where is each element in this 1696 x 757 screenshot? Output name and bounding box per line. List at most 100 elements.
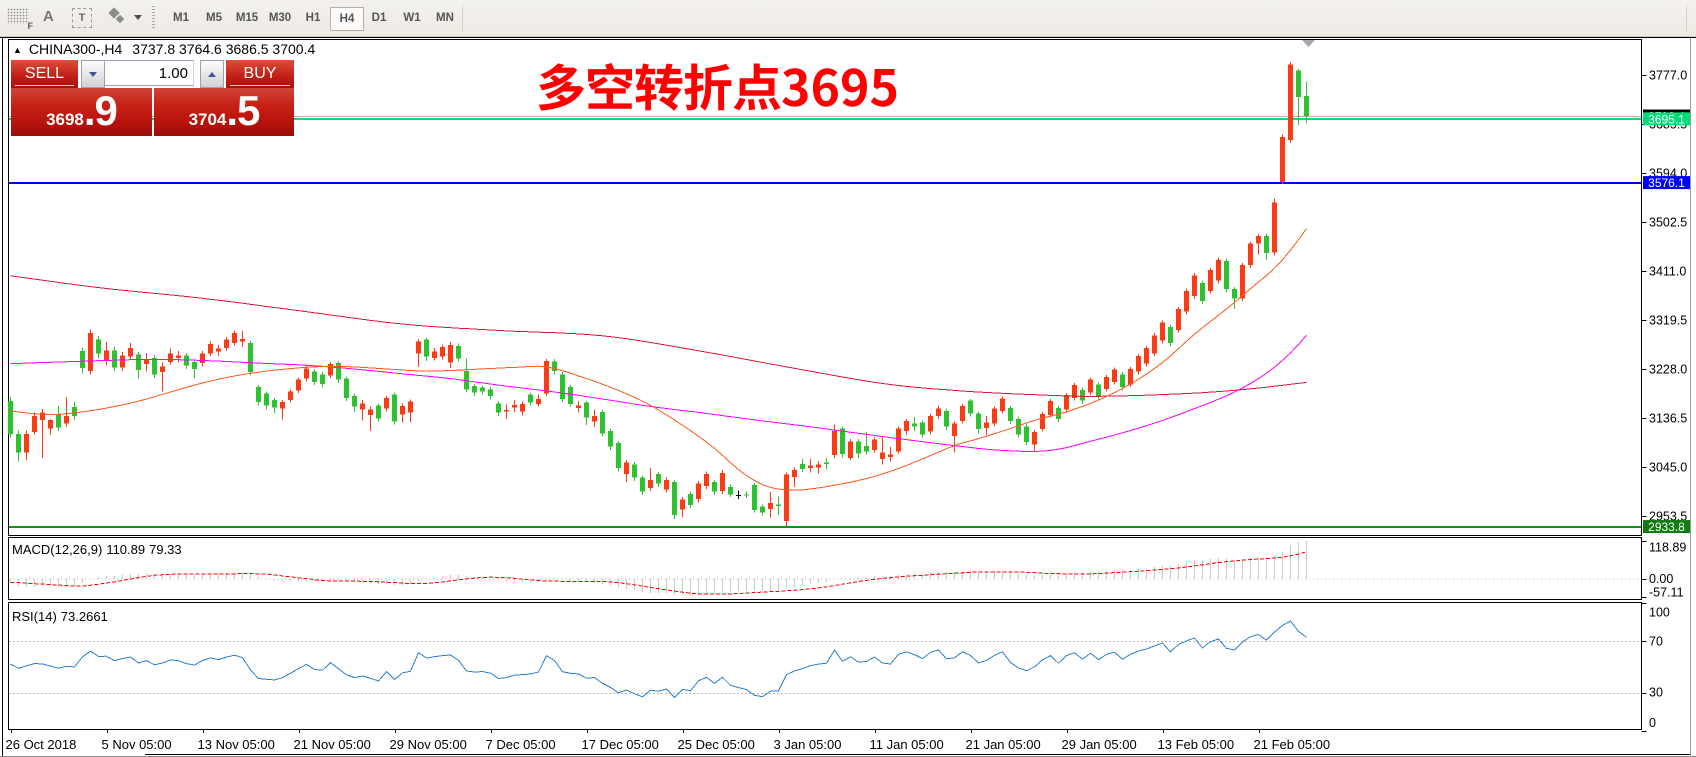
arrow-down-icon: [89, 71, 97, 77]
candle: [280, 402, 285, 409]
text-tool-icon[interactable]: A: [43, 8, 54, 25]
candle: [688, 493, 693, 506]
candle: [224, 339, 229, 349]
candle: [312, 371, 317, 382]
candle: [696, 483, 701, 500]
candle: [624, 462, 629, 474]
candle: [1128, 369, 1133, 385]
one-click-trading-panel: SELL 1.00 BUY 3698.9 3704.5: [11, 60, 294, 137]
rsi-panel: 100 70 30 0: [9, 603, 1670, 732]
volume-decrease-button[interactable]: [81, 60, 105, 88]
candle: [1208, 269, 1213, 291]
chart-title: ▲ CHINA300-,H4 3737.8 3764.6 3686.5 3700.4: [13, 41, 315, 57]
candle: [264, 393, 269, 406]
candle: [1120, 374, 1125, 388]
title-ohlc-values: 3737.8 3764.6 3686.5 3700.4: [132, 41, 316, 57]
candle: [544, 360, 549, 394]
buy-button[interactable]: BUY: [226, 60, 294, 88]
candle: [80, 350, 85, 368]
toolbar-grip[interactable]: [152, 6, 155, 30]
sell-price-display[interactable]: 3698.9: [11, 88, 152, 136]
candle: [1232, 289, 1237, 299]
candle: [608, 431, 613, 447]
candle: [904, 420, 909, 432]
candle: [856, 441, 861, 454]
candle: [936, 408, 941, 417]
candle: [104, 350, 109, 361]
volume-increase-button[interactable]: [200, 60, 224, 88]
macd-signal-line: [10, 551, 1307, 595]
svg-text:13 Feb 05:00: 13 Feb 05:00: [1158, 737, 1235, 752]
chart-shift-marker[interactable]: [1302, 40, 1315, 47]
svg-text:3228.0: 3228.0: [1649, 363, 1687, 377]
candle: [1056, 408, 1061, 419]
timeframe-button-d1[interactable]: D1: [371, 12, 387, 24]
candle: [1280, 137, 1285, 183]
collapse-panel-icon[interactable]: ▲: [13, 45, 22, 55]
symbol-period: CHINA300-,H4: [28, 41, 123, 57]
macd-main-value: 110.89: [106, 542, 146, 557]
svg-text:2933.8: 2933.8: [1648, 520, 1685, 534]
timeframe-button-m30[interactable]: M30: [268, 12, 292, 24]
candle: [1224, 260, 1229, 290]
candle: [912, 423, 917, 427]
timeframe-button-h1[interactable]: H1: [305, 12, 321, 24]
candle: [288, 391, 293, 401]
timeframe-button-mn[interactable]: MN: [436, 12, 454, 24]
candle: [832, 431, 837, 456]
candle: [256, 387, 261, 403]
candle: [984, 422, 989, 428]
timeframe-button-w1[interactable]: W1: [403, 12, 421, 24]
text-label-tool-icon[interactable]: T: [72, 8, 92, 28]
shapes-dropdown-caret[interactable]: [134, 15, 142, 20]
candle: [800, 463, 805, 470]
candle: [40, 412, 45, 420]
candle: [632, 464, 637, 478]
candle: [400, 405, 405, 415]
candle: [472, 386, 477, 393]
candle: [448, 344, 453, 363]
sell-button[interactable]: SELL: [11, 60, 78, 88]
candle: [760, 506, 765, 513]
candle: [776, 504, 781, 507]
volume-input[interactable]: 1.00: [105, 60, 194, 86]
candle: [72, 407, 77, 417]
timeframe-button-m1[interactable]: M1: [173, 12, 189, 24]
candle: [1192, 275, 1197, 297]
candle: [88, 333, 93, 372]
svg-text:2953.5: 2953.5: [1649, 510, 1687, 524]
candle: [520, 403, 525, 412]
candle: [208, 343, 213, 354]
candle: [704, 473, 709, 486]
candle: [304, 368, 309, 379]
candle: [1144, 348, 1149, 364]
candle: [1048, 401, 1053, 416]
candle: [896, 428, 901, 452]
timeframe-button-m5[interactable]: M5: [206, 12, 222, 24]
svg-text:26 Oct 2018: 26 Oct 2018: [6, 737, 77, 752]
svg-text:11 Jan 05:00: 11 Jan 05:00: [870, 737, 944, 752]
candle: [1264, 236, 1269, 253]
candle: [648, 479, 653, 488]
svg-text:3411.0: 3411.0: [1649, 265, 1686, 279]
candle: [1136, 356, 1141, 372]
candle: [216, 348, 221, 352]
candle: [344, 378, 349, 398]
timeframe-button-h4[interactable]: H4: [330, 7, 364, 31]
svg-text:3 Jan 05:00: 3 Jan 05:00: [774, 737, 842, 752]
svg-text:-57.11: -57.11: [1649, 586, 1684, 600]
timeframe-button-m15[interactable]: M15: [235, 12, 259, 24]
candle: [136, 354, 141, 371]
candle: [152, 357, 157, 375]
rsi-label: RSI(14) 73.2661: [12, 609, 108, 624]
candle: [528, 394, 533, 403]
macd-panel: 118.89 0.00-57.11: [9, 541, 1686, 600]
charts-grid-icon[interactable]: F: [7, 8, 33, 31]
candle: [24, 433, 29, 453]
buy-price-display[interactable]: 3704.5: [154, 88, 294, 136]
annotation-glyph: [842, 68, 867, 107]
svg-text:21 Nov 05:00: 21 Nov 05:00: [294, 737, 371, 752]
candle: [16, 433, 21, 453]
